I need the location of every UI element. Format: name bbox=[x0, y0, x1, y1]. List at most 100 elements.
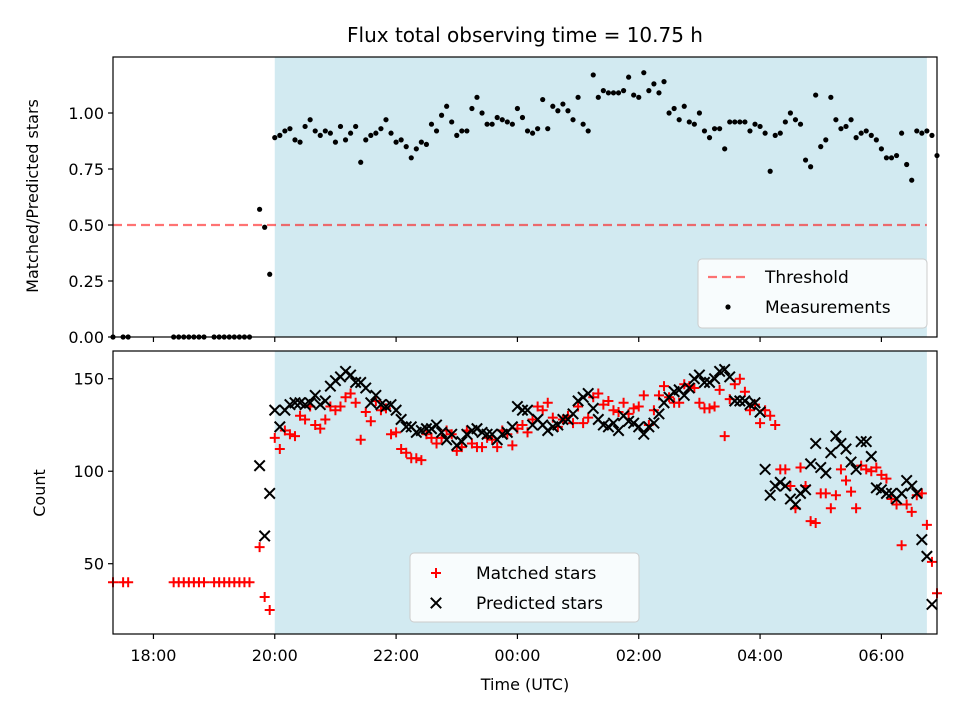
measurement-point bbox=[868, 132, 874, 138]
matched-star-point bbox=[805, 516, 816, 527]
predicted-star-point bbox=[364, 396, 377, 409]
predicted-star-point bbox=[708, 372, 721, 385]
matched-star-point bbox=[633, 401, 644, 412]
measurement-point bbox=[656, 90, 662, 96]
measurement-point bbox=[267, 271, 273, 277]
predicted-star-point bbox=[759, 463, 772, 476]
measurement-point bbox=[535, 126, 541, 132]
matched-star-point bbox=[861, 464, 872, 475]
top-legend: Threshold Measurements bbox=[697, 258, 928, 329]
matched-star-point bbox=[603, 395, 614, 406]
x-tick-label: 06:00 bbox=[858, 646, 904, 665]
matched-star-point bbox=[638, 390, 649, 401]
matched-star-point bbox=[431, 438, 442, 449]
legend-predicted-label: Predicted stars bbox=[476, 594, 603, 614]
matched-star-point bbox=[345, 388, 356, 399]
matched-star-point bbox=[694, 397, 705, 408]
matched-star-point bbox=[835, 464, 846, 475]
measurement-point bbox=[317, 132, 323, 138]
predicted-star-point bbox=[445, 428, 458, 441]
matched-star-point bbox=[350, 397, 361, 408]
predicted-star-point bbox=[435, 426, 448, 439]
matched-star-point bbox=[810, 518, 821, 529]
measurement-point bbox=[292, 137, 298, 143]
y-tick-label: 1.00 bbox=[68, 104, 104, 123]
measurement-point bbox=[752, 121, 758, 127]
predicted-star-point bbox=[840, 443, 852, 455]
predicted-star-point bbox=[880, 487, 893, 500]
predicted-star-point bbox=[395, 413, 408, 426]
matched-star-point bbox=[618, 397, 629, 408]
matched-star-point bbox=[391, 427, 402, 438]
matched-star-point bbox=[846, 486, 857, 497]
matched-star-point bbox=[901, 499, 912, 510]
matched-star-point bbox=[426, 432, 437, 443]
matched-star-point bbox=[527, 414, 538, 425]
predicted-star-point bbox=[567, 407, 579, 420]
predicted-star-point bbox=[359, 382, 372, 394]
measurement-point bbox=[838, 126, 844, 132]
measurement-point bbox=[449, 119, 455, 125]
measurement-point bbox=[626, 74, 632, 80]
measurement-point bbox=[509, 121, 515, 127]
measurement-point bbox=[332, 139, 339, 145]
measurement-point bbox=[747, 128, 753, 134]
measurement-point bbox=[782, 119, 788, 125]
measurement-point bbox=[403, 144, 409, 150]
predicted-star-point bbox=[521, 404, 534, 417]
measurement-point bbox=[904, 161, 910, 168]
predicted-star-point bbox=[693, 369, 706, 381]
measurement-point bbox=[459, 128, 465, 134]
predicted-star-point bbox=[587, 402, 600, 415]
matched-star-point bbox=[325, 401, 336, 412]
legend-threshold-label: Threshold bbox=[764, 268, 849, 288]
matched-star-point bbox=[628, 403, 639, 414]
predicted-star-point bbox=[845, 456, 857, 468]
predicted-star-point bbox=[764, 489, 777, 502]
measurement-point bbox=[307, 117, 313, 123]
matched-star-point bbox=[881, 473, 892, 484]
measurement-point bbox=[297, 139, 303, 145]
predicted-stars-series bbox=[253, 363, 938, 611]
measurement-point bbox=[878, 146, 884, 152]
measurement-point bbox=[853, 135, 859, 141]
matched-star-point bbox=[916, 488, 927, 499]
predicted-star-point bbox=[400, 420, 413, 433]
x-axis-label: Time (UTC) bbox=[480, 675, 569, 694]
matched-star-point bbox=[355, 434, 366, 445]
measurement-point bbox=[504, 119, 510, 125]
matched-star-point bbox=[300, 414, 311, 425]
measurement-point bbox=[833, 117, 839, 123]
measurement-point bbox=[358, 159, 364, 165]
measurement-point bbox=[585, 128, 591, 134]
matched-star-point bbox=[340, 392, 351, 403]
measurement-point bbox=[863, 128, 869, 134]
legend-measurements-swatch bbox=[725, 304, 731, 310]
measurement-point bbox=[302, 123, 308, 130]
measurement-point bbox=[595, 94, 601, 100]
measurement-point bbox=[843, 123, 849, 130]
measurement-point bbox=[464, 128, 470, 134]
measurement-point bbox=[484, 121, 490, 127]
measurement-point bbox=[499, 117, 505, 123]
matched-star-point bbox=[386, 429, 397, 440]
measurement-point bbox=[545, 126, 551, 132]
measurement-point bbox=[383, 117, 389, 123]
predicted-star-point bbox=[809, 437, 822, 450]
predicted-star-point bbox=[268, 404, 281, 417]
matched-star-point bbox=[709, 401, 720, 412]
measurement-point bbox=[676, 117, 682, 123]
predicted-star-point bbox=[263, 487, 276, 500]
measurement-point bbox=[899, 130, 905, 136]
measurement-point bbox=[519, 114, 526, 121]
matched-star-point bbox=[593, 388, 604, 399]
matched-star-point bbox=[795, 462, 806, 473]
matched-star-point bbox=[284, 429, 295, 440]
measurement-point bbox=[929, 132, 935, 138]
predicted-star-point bbox=[557, 413, 569, 426]
matched-star-point bbox=[123, 577, 134, 588]
measurement-point bbox=[363, 137, 369, 143]
measurement-point bbox=[438, 112, 445, 118]
predicted-star-point bbox=[926, 598, 938, 611]
